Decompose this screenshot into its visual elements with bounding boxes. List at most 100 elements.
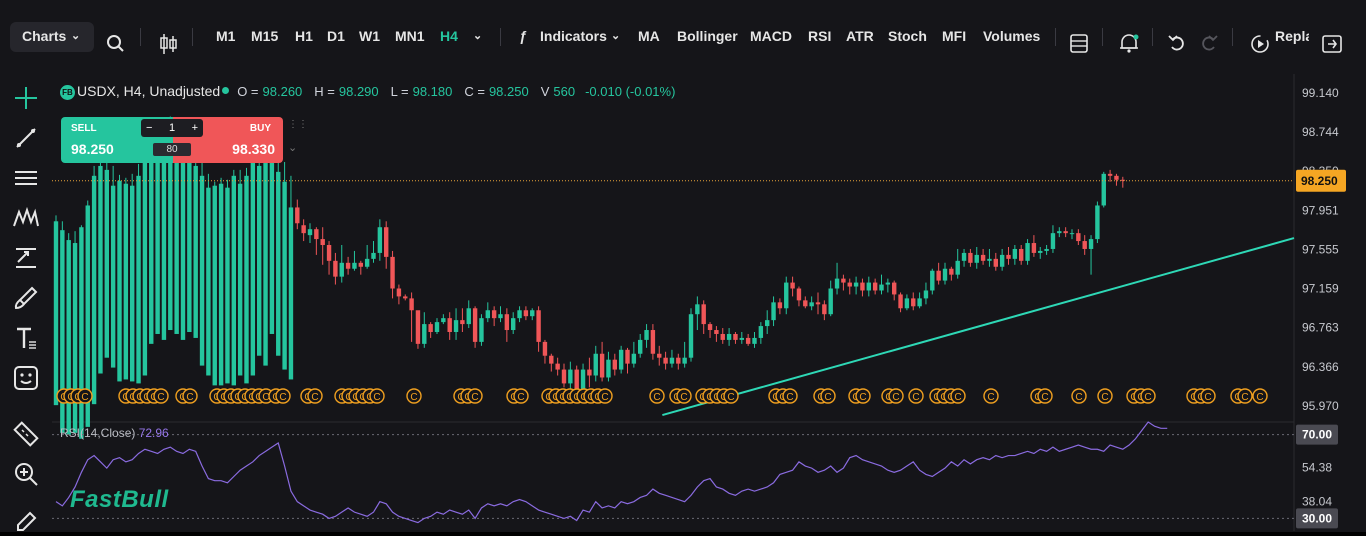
- economic-event-marker[interactable]: C: [1071, 388, 1087, 404]
- increase-button[interactable]: +: [191, 122, 198, 134]
- indicators-button[interactable]: Indicators: [540, 28, 607, 44]
- candle: [174, 134, 179, 334]
- economic-event-marker[interactable]: C: [1237, 388, 1253, 404]
- svg-text:C: C: [653, 392, 660, 403]
- chevron-down-icon[interactable]: ⌄: [611, 30, 621, 42]
- candlestick-type-icon[interactable]: [159, 33, 179, 55]
- economic-event-marker[interactable]: C: [597, 388, 613, 404]
- economic-event-marker[interactable]: C: [1200, 388, 1216, 404]
- economic-event-marker[interactable]: C: [275, 388, 291, 404]
- indicator-macd[interactable]: MACD: [750, 28, 792, 44]
- economic-event-marker[interactable]: C: [908, 388, 924, 404]
- horizontal-lines-icon[interactable]: [12, 164, 40, 192]
- drag-handle-icon[interactable]: ⋮⋮: [288, 119, 308, 130]
- economic-event-marker[interactable]: C: [888, 388, 904, 404]
- economic-event-marker[interactable]: C: [950, 388, 966, 404]
- trendline-drawing[interactable]: [662, 237, 1295, 416]
- candle: [1031, 235, 1037, 257]
- projection-icon[interactable]: [12, 244, 40, 272]
- economic-event-marker[interactable]: C: [782, 388, 798, 404]
- candle: [110, 165, 116, 368]
- candle: [409, 292, 414, 342]
- zoom-in-icon[interactable]: [12, 460, 40, 488]
- economic-event-marker[interactable]: C: [307, 388, 323, 404]
- candle: [1019, 245, 1024, 265]
- candle: [415, 310, 421, 349]
- brush-icon[interactable]: [12, 284, 40, 312]
- alert-icon[interactable]: [1118, 32, 1140, 54]
- economic-event-marker[interactable]: C: [820, 388, 836, 404]
- economic-event-marker[interactable]: C: [1097, 388, 1113, 404]
- economic-event-marker[interactable]: C: [1252, 388, 1268, 404]
- economic-event-marker[interactable]: C: [676, 388, 692, 404]
- economic-event-marker[interactable]: C: [406, 388, 422, 404]
- symbol-title[interactable]: USDX, H4, Unadjusted: [77, 83, 221, 99]
- economic-event-marker[interactable]: C: [513, 388, 529, 404]
- quantity-stepper[interactable]: − 1 +: [141, 119, 203, 137]
- chevron-down-icon[interactable]: ⌄: [288, 142, 298, 154]
- timeframe-m1[interactable]: M1: [216, 28, 236, 44]
- economic-event-marker[interactable]: C: [855, 388, 871, 404]
- buy-button[interactable]: BUY 98.330: [173, 117, 283, 163]
- replay-label[interactable]: Repla: [1275, 28, 1309, 44]
- replay-icon[interactable]: [1250, 34, 1270, 54]
- economic-event-marker[interactable]: C: [153, 388, 169, 404]
- candle: [1114, 173, 1119, 186]
- economic-event-marker[interactable]: C: [723, 388, 739, 404]
- indicator-stoch[interactable]: Stoch: [888, 28, 927, 44]
- timeframe-d1[interactable]: D1: [327, 28, 345, 44]
- indicator-volumes[interactable]: Volumes: [983, 28, 1041, 44]
- charts-label[interactable]: Charts: [22, 28, 67, 44]
- search-icon[interactable]: [106, 34, 126, 54]
- ruler-icon[interactable]: [12, 420, 40, 448]
- decrease-button[interactable]: −: [146, 122, 153, 134]
- economic-event-marker[interactable]: C: [649, 388, 665, 404]
- timeframe-mn1[interactable]: MN1: [395, 28, 425, 44]
- candle: [371, 241, 376, 263]
- last-price-badge: [1296, 169, 1346, 192]
- indicator-rsi[interactable]: RSI: [808, 28, 832, 44]
- pattern-icon[interactable]: [12, 204, 40, 232]
- crosshair-icon[interactable]: [12, 84, 40, 112]
- indicator-atr[interactable]: ATR: [846, 28, 874, 44]
- trendline-icon[interactable]: [12, 124, 40, 152]
- redo-icon[interactable]: [1200, 34, 1218, 52]
- change-value: -0.010 (-0.01%): [585, 84, 676, 99]
- candle: [326, 241, 332, 275]
- indicator-bollinger[interactable]: Bollinger: [677, 28, 738, 44]
- candle: [999, 248, 1005, 271]
- pencil-icon[interactable]: [12, 508, 40, 536]
- undo-icon[interactable]: [1168, 34, 1186, 52]
- economic-event-marker[interactable]: C: [983, 388, 999, 404]
- economic-event-marker[interactable]: C: [77, 388, 93, 404]
- candle: [949, 266, 954, 281]
- candle: [136, 163, 141, 384]
- timeframe-h1[interactable]: H1: [295, 28, 313, 44]
- layout-icon[interactable]: [1070, 34, 1088, 54]
- candle: [1050, 225, 1056, 253]
- top-toolbar: Charts ⌄ M1 M15 H1 D1 W1 MN1 H4 ⌄ ƒ Indi…: [0, 0, 1366, 74]
- candle: [879, 274, 884, 295]
- economic-event-marker[interactable]: C: [467, 388, 483, 404]
- candle: [853, 276, 859, 295]
- economic-event-marker[interactable]: C: [182, 388, 198, 404]
- economic-event-marker[interactable]: C: [1037, 388, 1053, 404]
- price-axis[interactable]: 99.14098.74498.35097.95197.55597.15996.7…: [1296, 86, 1346, 413]
- candle: [206, 173, 211, 376]
- timeframe-m15[interactable]: M15: [251, 28, 279, 44]
- economic-event-marker[interactable]: C: [369, 388, 385, 404]
- timeframe-w1[interactable]: W1: [359, 28, 380, 44]
- timeframe-h4[interactable]: H4: [440, 28, 458, 44]
- fullscreen-icon[interactable]: [1322, 35, 1342, 53]
- chevron-down-icon[interactable]: ⌄: [473, 30, 483, 42]
- indicator-ma[interactable]: MA: [638, 28, 660, 44]
- indicator-mfi[interactable]: MFI: [942, 28, 967, 44]
- quantity-input[interactable]: 1: [168, 122, 176, 134]
- emoji-icon[interactable]: [12, 364, 40, 392]
- candle: [561, 363, 567, 388]
- candle: [822, 300, 827, 321]
- economic-event-marker[interactable]: C: [1140, 388, 1156, 404]
- charts-dropdown[interactable]: [10, 22, 94, 52]
- text-tool-icon[interactable]: [12, 324, 40, 352]
